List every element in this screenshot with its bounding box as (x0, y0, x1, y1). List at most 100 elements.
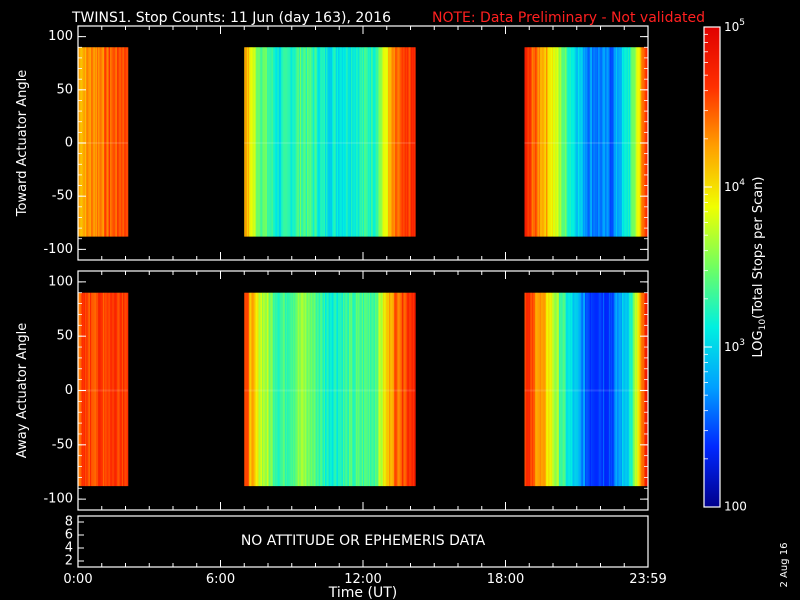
heatmap-column (279, 292, 282, 487)
heatmap-column (336, 292, 339, 487)
heatmap-column (352, 292, 354, 487)
heatmap-column (264, 292, 267, 487)
heatmap-column (114, 292, 117, 487)
heatmap-column (393, 47, 396, 237)
heatmap-column (537, 292, 540, 487)
heatmap-column (645, 292, 648, 487)
heatmap-column (354, 292, 357, 487)
heatmap-column (634, 47, 637, 237)
heatmap-column (379, 292, 382, 487)
heatmap-column (123, 47, 125, 237)
heatmap-column (316, 292, 319, 487)
heatmap-column (596, 47, 599, 237)
heatmap-column (536, 292, 538, 487)
heatmap-column (361, 292, 364, 487)
colorbar-tick-label: 103 (724, 338, 745, 354)
heatmap-column (403, 47, 405, 237)
heatmap-column (376, 47, 378, 237)
heatmap-column (592, 292, 594, 487)
heatmap-column (363, 47, 365, 237)
heatmap-column (330, 47, 333, 237)
heatmap-column (94, 47, 97, 237)
heatmap-column (120, 292, 123, 487)
heatmap-column (575, 292, 578, 487)
zero-angle-stripe (524, 389, 648, 392)
heatmap-column (257, 292, 259, 487)
heatmap-column (332, 292, 334, 487)
heatmap-column (295, 47, 297, 237)
heatmap-column (370, 47, 372, 237)
heatmap-column (296, 47, 299, 237)
heatmap-column (587, 292, 590, 487)
heatmap-column (572, 292, 574, 487)
heatmap-column (323, 292, 326, 487)
preliminary-note: NOTE: Data Preliminary - Not validated (432, 10, 705, 26)
heatmap-column (86, 292, 88, 487)
heatmap-column (113, 292, 116, 487)
heatmap-column (547, 292, 549, 487)
heatmap-column (360, 47, 363, 237)
heatmap-column (258, 47, 261, 237)
heatmap-column (112, 47, 115, 237)
heatmap-column (384, 292, 386, 487)
heatmap-column (83, 292, 86, 487)
heatmap-column (107, 47, 110, 237)
heatmap-column (610, 292, 612, 487)
heatmap-column (101, 47, 104, 237)
heatmap-column (80, 292, 82, 487)
heatmap-column (639, 47, 642, 237)
heatmap-column (247, 47, 250, 237)
heatmap-column (340, 47, 343, 237)
heatmap-column (367, 292, 370, 487)
heatmap-column (118, 292, 120, 487)
heatmap-column (549, 292, 552, 487)
heatmap-column (601, 292, 604, 487)
heatmap-column (586, 292, 588, 487)
heatmap-column (534, 292, 536, 487)
heatmap-column (93, 47, 96, 237)
heatmap-column (345, 292, 347, 487)
heatmap-column (632, 47, 635, 237)
heatmap-column (612, 292, 614, 487)
heatmap-column (329, 292, 332, 487)
heatmap-column (289, 292, 291, 487)
heatmap-column (310, 47, 313, 237)
heatmap-column (110, 47, 112, 237)
heatmap-column (643, 47, 645, 237)
heatmap-column (313, 47, 315, 237)
heatmap-column (604, 47, 606, 237)
heatmap-column (379, 47, 382, 237)
heatmap-column (297, 47, 300, 237)
date-stamp: 2 Aug 16 (779, 543, 790, 588)
heatmap-column (380, 292, 383, 487)
heatmap-column (596, 292, 599, 487)
heatmap-column (265, 47, 268, 237)
heatmap-column (296, 292, 299, 487)
heatmap-column (623, 47, 625, 237)
heatmap-column (251, 47, 253, 237)
heatmap-column (594, 292, 597, 487)
heatmap-column (320, 292, 322, 487)
heatmap-column (119, 47, 122, 237)
heatmap-column (270, 292, 272, 487)
heatmap-column (342, 292, 345, 487)
heatmap-column (591, 47, 593, 237)
heatmap-column (577, 292, 580, 487)
heatmap-column (98, 292, 100, 487)
heatmap-column (632, 292, 635, 487)
heatmap-column (624, 47, 626, 237)
heatmap-column (563, 47, 566, 237)
heatmap-column (619, 47, 622, 237)
heatmap-column (272, 47, 275, 237)
heatmap-column (332, 47, 334, 237)
heatmap-column (304, 292, 307, 487)
heatmap-column (290, 292, 293, 487)
heatmap-column (117, 292, 119, 487)
y-tick-label: -50 (52, 437, 73, 452)
heatmap-column (618, 47, 620, 237)
heatmap-column (306, 292, 308, 487)
heatmap-column (256, 47, 258, 237)
heatmap-column (311, 292, 314, 487)
heatmap-column (294, 292, 296, 487)
heatmap-column (403, 292, 405, 487)
